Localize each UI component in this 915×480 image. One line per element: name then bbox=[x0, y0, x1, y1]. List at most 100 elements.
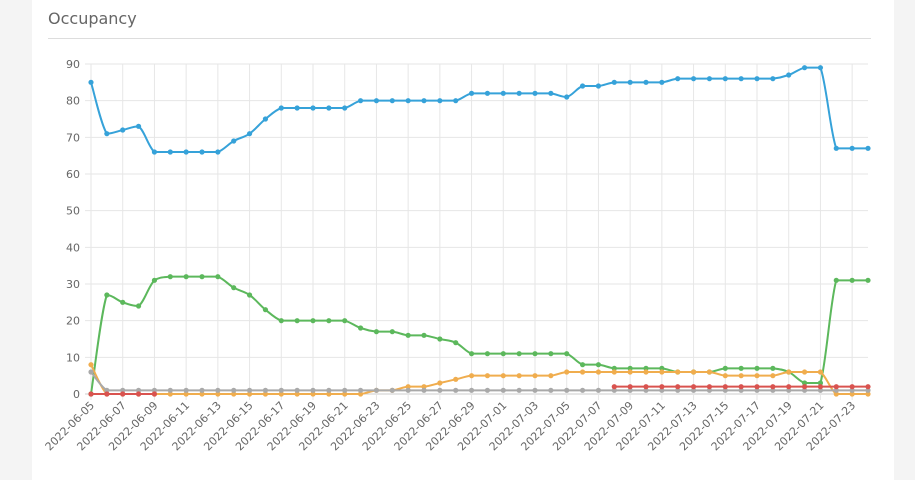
series-0-point bbox=[373, 98, 380, 104]
series-2-point bbox=[738, 373, 744, 379]
series-2-point bbox=[88, 362, 94, 368]
series-0-point bbox=[468, 90, 475, 96]
series-1-point bbox=[135, 303, 142, 309]
series-3-point bbox=[183, 387, 189, 393]
series-4-point bbox=[120, 391, 126, 397]
y-tick-label: 30 bbox=[66, 278, 80, 291]
series-2-point bbox=[294, 391, 300, 397]
series-1-point bbox=[643, 365, 649, 371]
series-0-point bbox=[294, 105, 300, 111]
series-0-point bbox=[627, 79, 633, 85]
series-3-point bbox=[786, 387, 792, 393]
series-2-point bbox=[357, 391, 364, 397]
series-2-point bbox=[500, 373, 506, 379]
series-2-point bbox=[405, 384, 411, 390]
series-0-point bbox=[643, 79, 649, 85]
series-2-point bbox=[167, 391, 173, 397]
series-3-point bbox=[595, 387, 602, 393]
series-4-point bbox=[801, 384, 808, 390]
series-4-point bbox=[151, 391, 158, 397]
series-0-point bbox=[801, 65, 808, 71]
series-0-point bbox=[548, 90, 554, 96]
series-3-point bbox=[675, 387, 681, 393]
series-1-point bbox=[389, 329, 395, 335]
series-0-point bbox=[199, 149, 205, 155]
occupancy-card: Occupancy 0 10 20 30 40 50 60 70 80 90 2022-06-05 2… bbox=[32, 0, 894, 480]
series-4-point bbox=[770, 384, 776, 390]
series-3-point bbox=[833, 387, 839, 393]
series-0-point bbox=[786, 72, 792, 78]
series-0-point bbox=[421, 98, 427, 104]
series-0-point bbox=[833, 145, 839, 151]
series-1-point bbox=[310, 318, 316, 324]
series-0-point bbox=[405, 98, 411, 104]
series-2-point bbox=[690, 369, 697, 375]
series-2-point bbox=[722, 373, 728, 379]
series-1-point bbox=[548, 351, 554, 357]
y-tick-label: 20 bbox=[66, 315, 80, 328]
series-4-point bbox=[675, 384, 681, 390]
series-1-point bbox=[738, 365, 744, 371]
series-1-point bbox=[262, 307, 269, 313]
series-0-point bbox=[690, 76, 697, 82]
series-0-point bbox=[151, 149, 158, 155]
series-2-point bbox=[849, 391, 855, 397]
series-1-point bbox=[215, 274, 221, 280]
series-1-point bbox=[484, 351, 491, 357]
series-1-point bbox=[516, 351, 522, 357]
series-2-point bbox=[342, 391, 348, 397]
series-1-point bbox=[453, 340, 459, 346]
series-0-point bbox=[183, 149, 189, 155]
series-2-point bbox=[532, 373, 538, 379]
series-1-point bbox=[659, 365, 665, 371]
series-1-point bbox=[199, 274, 205, 280]
series-4-point bbox=[754, 384, 760, 390]
series-3-point bbox=[690, 387, 697, 393]
series-4-point bbox=[738, 384, 744, 390]
series-4-point bbox=[865, 384, 871, 390]
series-3-point bbox=[817, 387, 824, 393]
series-0-point bbox=[738, 76, 744, 82]
series-0-point bbox=[389, 98, 395, 104]
series-3-point bbox=[135, 387, 142, 393]
series-3-point bbox=[151, 387, 158, 393]
series-2-point bbox=[865, 391, 871, 397]
y-tick-label: 50 bbox=[66, 205, 80, 218]
series-4-point bbox=[833, 384, 839, 390]
series-2-point bbox=[421, 384, 427, 390]
series-3-point bbox=[310, 387, 316, 393]
series-4-point bbox=[627, 384, 633, 390]
series-0-point bbox=[246, 131, 253, 137]
series-0-point bbox=[564, 94, 570, 100]
series-0-point bbox=[849, 145, 855, 151]
series-3-point bbox=[500, 387, 506, 393]
series-1-point bbox=[801, 380, 808, 386]
y-tick-label: 10 bbox=[66, 351, 80, 364]
series-2-point bbox=[199, 391, 205, 397]
series-0-point bbox=[453, 98, 459, 104]
series-2-point bbox=[183, 391, 189, 397]
series-0-point bbox=[135, 123, 142, 129]
card-title: Occupancy bbox=[48, 9, 137, 28]
series-1-point bbox=[532, 351, 538, 357]
series-0-point bbox=[326, 105, 332, 111]
series-2-point bbox=[516, 373, 522, 379]
series-2-point bbox=[611, 369, 617, 375]
y-tick-label: 80 bbox=[66, 95, 80, 108]
series-1-point bbox=[357, 325, 364, 331]
series-2-point bbox=[437, 380, 443, 386]
series-2-point bbox=[595, 369, 602, 375]
series-3-point bbox=[706, 387, 713, 393]
series-2-point bbox=[231, 391, 237, 397]
series-3-point bbox=[357, 387, 364, 393]
series-0-point bbox=[675, 76, 681, 82]
series-0-point bbox=[579, 83, 586, 89]
series-2-point bbox=[754, 373, 760, 379]
series-3-point bbox=[120, 387, 126, 393]
series-1-point bbox=[246, 292, 253, 298]
y-tick-label: 40 bbox=[66, 241, 80, 254]
series-0-point bbox=[516, 90, 522, 96]
series-1-point bbox=[468, 351, 475, 357]
series-1-point bbox=[405, 332, 411, 338]
series-1-point bbox=[754, 365, 760, 371]
